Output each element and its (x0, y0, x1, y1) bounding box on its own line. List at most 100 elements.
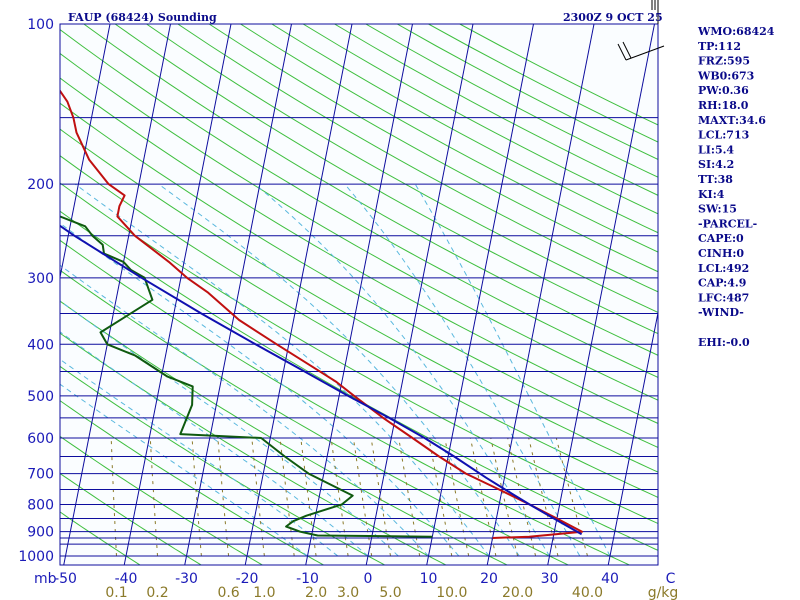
parcel-path (60, 224, 583, 536)
mixing-ratio-label: 0.2 (146, 585, 168, 600)
mixing-ratio-label: 20.0 (502, 585, 533, 600)
index-line: WMO:68424 (697, 25, 775, 38)
temperature-tick-label: 10 (420, 571, 438, 587)
mixing-ratio-label: 3.0 (337, 585, 359, 600)
index-line: FRZ:595 (698, 55, 750, 68)
isotherm (60, 24, 111, 280)
temperature-tick-label: -30 (175, 571, 198, 587)
mixing-ratio-line (555, 437, 588, 557)
isotherm (63, 24, 172, 565)
index-line: TP:112 (698, 40, 741, 53)
mixing-ratio-label: 10.0 (436, 585, 467, 600)
index-line: CINH:0 (698, 247, 744, 260)
dry-adiabat (60, 332, 447, 565)
moist-adiabat (60, 300, 399, 557)
isotherm (426, 24, 535, 565)
temperature-tick-label: C (666, 571, 676, 587)
index-line: SW:15 (698, 203, 737, 216)
index-line: LFC:487 (698, 291, 749, 304)
mixing-ratio-label: 40.0 (572, 585, 603, 600)
dry-adiabat (83, 24, 658, 356)
mixing-ratio-line (191, 437, 202, 557)
isotherm (123, 24, 232, 565)
dry-adiabat (60, 28, 658, 378)
wind-barb (617, 43, 627, 61)
dry-adiabat (60, 128, 658, 473)
temperature-tick-label: -20 (236, 571, 259, 587)
isotherm (305, 24, 414, 565)
index-line: CAPE:0 (698, 232, 744, 245)
mixing-ratio-label: 2.0 (305, 585, 327, 600)
temperature-tick-label: 0 (364, 571, 373, 587)
index-line: LI:5.4 (698, 143, 734, 156)
dry-adiabat (60, 472, 203, 565)
dry-adiabat (60, 239, 631, 565)
mixing-ratio-label: 1.0 (253, 585, 275, 600)
mixing-ratio-line (428, 437, 453, 557)
temperature-tick-label: 20 (480, 571, 498, 587)
dry-adiabat (60, 435, 264, 565)
dry-adiabat (146, 24, 658, 314)
temperature-profile (60, 89, 584, 539)
dry-adiabat (60, 269, 570, 565)
mixing-ratio-label: 5.0 (379, 585, 401, 600)
dewpoint-profile (60, 215, 433, 538)
mixing-ratio-line (370, 437, 391, 557)
temperature-tick-label: 30 (541, 571, 559, 587)
isotherm (184, 24, 293, 565)
pressure-tick-label: 200 (27, 177, 54, 193)
index-line: -WIND- (698, 306, 744, 319)
mixing-ratio-line (398, 437, 421, 557)
index-line: WB0:673 (697, 69, 754, 82)
index-line: SI:4.2 (698, 158, 734, 171)
index-line: LCL:492 (698, 262, 749, 275)
index-line: MAXT:34.6 (698, 114, 766, 127)
dry-adiabat (114, 24, 658, 335)
mixing-ratio-line (352, 437, 373, 557)
temperature-tick-label: -50 (54, 571, 77, 587)
mixing-ratio-line (300, 437, 317, 557)
pressure-tick-label: 400 (27, 337, 54, 353)
mixing-ratio-line (490, 437, 519, 557)
temperature-tick-label: -10 (296, 571, 319, 587)
pressure-tick-label: 700 (27, 467, 54, 483)
mixing-ratio-line (330, 437, 349, 557)
mixing-ratio-line (217, 437, 230, 557)
index-line: RH:18.0 (698, 99, 749, 112)
mixing-ratio-line (444, 437, 470, 557)
dry-adiabat (60, 210, 658, 551)
pressure-tick-label: 600 (27, 431, 54, 447)
index-line: KI:4 (698, 188, 725, 201)
mixing-ratio-label: 0.6 (217, 585, 239, 600)
index-line: PW:0.36 (698, 84, 749, 97)
mixing-ratio-line (279, 437, 295, 557)
chart-title: FAUP (68424) Sounding (68, 11, 217, 24)
temperature-tick-label: -40 (115, 571, 138, 587)
mixing-ratio-line (251, 437, 265, 557)
isotherm (244, 24, 353, 565)
mixing-ratio-label: 0.1 (105, 585, 127, 600)
moist-adiabat (414, 183, 611, 557)
isotherm (607, 310, 658, 565)
chart-time: 2300Z 9 OCT 25 (563, 11, 663, 24)
dry-adiabat (60, 511, 141, 565)
dry-adiabat (177, 24, 658, 293)
pressure-tick-label: 1000 (18, 549, 54, 565)
pressure-unit-label: mb (34, 571, 57, 587)
dry-adiabat (60, 52, 658, 401)
mixing-ratio-unit-label: g/kg (648, 585, 679, 600)
mixing-ratio-line (507, 437, 537, 557)
isotherm (365, 24, 474, 565)
plot-frame (59, 23, 659, 566)
wind-barb (622, 41, 632, 59)
index-line: -PARCEL- (698, 217, 757, 230)
pressure-tick-label: 900 (27, 525, 54, 541)
temperature-tick-label: 40 (601, 571, 619, 587)
wind-barb (625, 45, 665, 61)
mixing-ratio-line (528, 437, 559, 557)
dry-adiabat (208, 24, 658, 273)
dry-adiabat (60, 102, 658, 449)
pressure-tick-label: 500 (27, 389, 54, 405)
